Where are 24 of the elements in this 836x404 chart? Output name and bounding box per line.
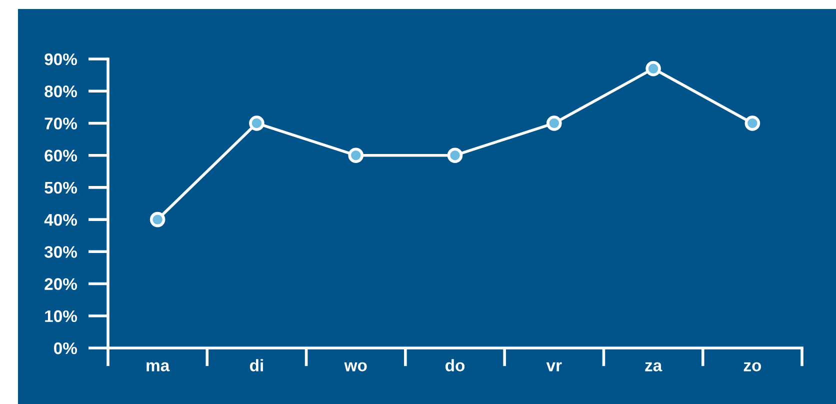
y-tick-label: 60% [44, 150, 78, 162]
y-tick-label: 30% [44, 246, 78, 258]
point [348, 148, 364, 163]
y-tick-label: 10% [45, 310, 78, 322]
y-tick-label: 70% [44, 118, 78, 130]
point [744, 116, 760, 131]
y-tick-label: 20% [44, 278, 78, 290]
point [546, 116, 562, 131]
x-tick-label: ma [146, 362, 170, 372]
point [249, 116, 264, 131]
point [447, 148, 463, 163]
x-tick-label: di [250, 359, 263, 372]
x-tick-label: zo [744, 362, 762, 372]
y-tick-label: 90% [44, 53, 78, 66]
point [150, 212, 166, 228]
y-tick-label: 80% [44, 86, 78, 98]
y-tick-label: 0% [54, 342, 78, 354]
x-tick-label: do [446, 359, 465, 372]
y-tick-label: 40% [44, 214, 78, 226]
point [646, 60, 661, 76]
x-tick-label: za [645, 362, 662, 372]
x-tick-label: wo [344, 362, 367, 372]
x-tick-label: vr [546, 362, 562, 372]
y-tick-label: 50% [44, 182, 78, 194]
